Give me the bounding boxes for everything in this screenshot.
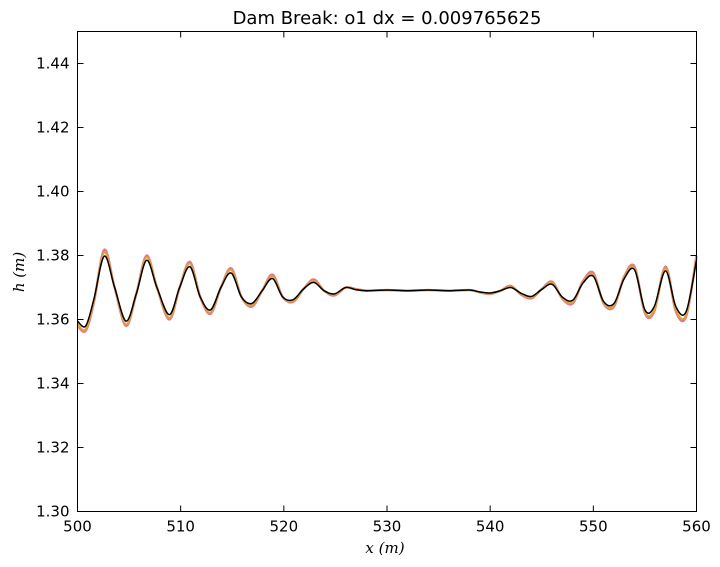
y-tick-label: 1.40 [36, 183, 69, 201]
y-tick-label: 1.36 [36, 311, 69, 329]
x-tick-label: 510 [166, 518, 195, 536]
x-tick-label: 530 [373, 518, 402, 536]
y-tick-label: 1.32 [36, 439, 69, 457]
y-axis: 1.30 1.32 1.34 1.36 1.38 1.40 1.42 1.44 [36, 55, 697, 521]
y-tick-label: 1.42 [36, 119, 69, 137]
y-tick-label: 1.34 [36, 375, 69, 393]
y-tick-label: 1.44 [36, 55, 69, 73]
series-line [76, 255, 698, 328]
x-axis: 500 510 520 530 540 550 560 [63, 31, 711, 536]
series-layer [76, 248, 698, 333]
y-axis-label: h (m) [10, 252, 28, 293]
y-tick-label: 1.38 [36, 247, 69, 265]
x-tick-label: 520 [270, 518, 299, 536]
plot-frame [77, 31, 697, 512]
x-tick-label: 540 [476, 518, 505, 536]
x-axis-label: x (m) [365, 539, 404, 557]
x-tick-label: 560 [682, 518, 711, 536]
y-tick-label: 1.30 [36, 503, 69, 521]
x-tick-label: 500 [63, 518, 92, 536]
chart-title: Dam Break: o1 dx = 0.009765625 [233, 8, 542, 29]
x-tick-label: 550 [579, 518, 608, 536]
